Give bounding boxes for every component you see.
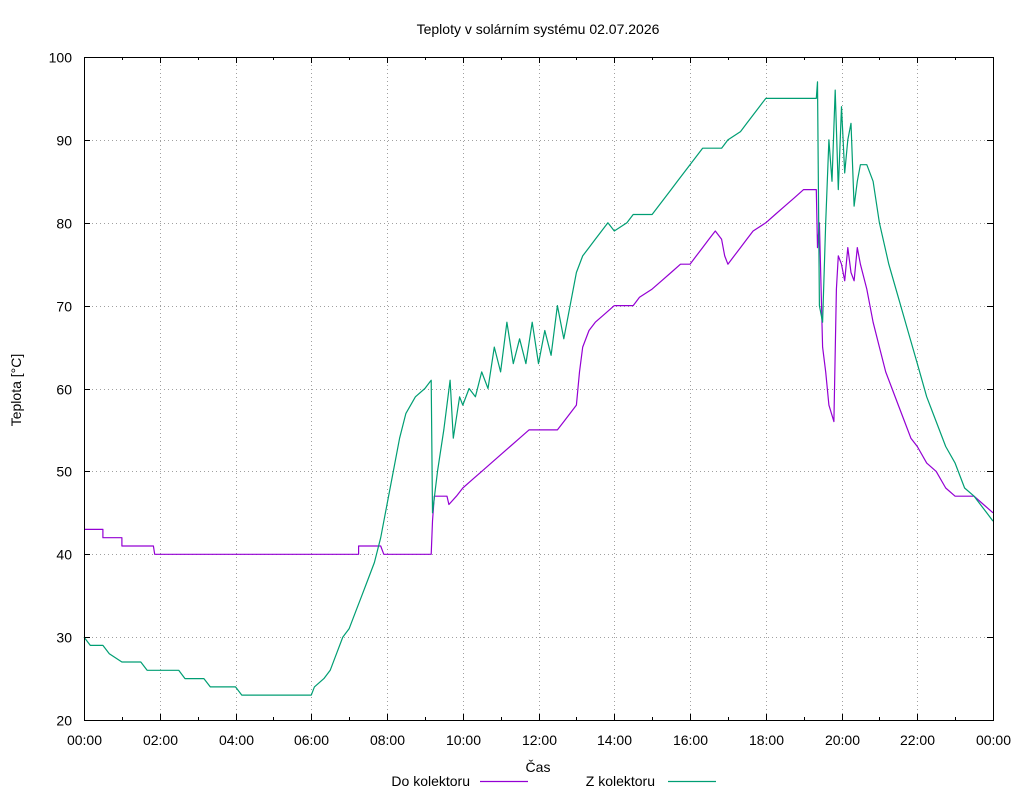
- x-tick-label: 14:00: [597, 732, 632, 748]
- x-tick-label: 10:00: [446, 732, 481, 748]
- y-axis-label: Teplota [°C]: [8, 354, 24, 427]
- x-tick-label: 00:00: [67, 732, 102, 748]
- series-line-z-kolektoru: [83, 81, 994, 696]
- grid-lines: [84, 57, 993, 720]
- y-tick-label: 60: [56, 382, 72, 398]
- x-tick-label: 08:00: [370, 732, 405, 748]
- x-tick-label: 16:00: [673, 732, 708, 748]
- chart-title: Teploty v solárním systému 02.07.2026: [417, 21, 660, 37]
- y-tick-label: 100: [49, 50, 73, 66]
- y-tick-label: 30: [56, 630, 72, 646]
- x-tick-label: 02:00: [143, 732, 178, 748]
- legend-label: Z kolektoru: [586, 773, 655, 789]
- series-line-do-kolektoru: [84, 189, 994, 555]
- y-tick-label: 20: [56, 713, 72, 729]
- x-tick-label: 18:00: [749, 732, 784, 748]
- x-tick-label: 04:00: [219, 732, 254, 748]
- x-tick-label: 06:00: [294, 732, 329, 748]
- y-tick-label: 80: [56, 216, 72, 232]
- y-tick-label: 50: [56, 464, 72, 480]
- series-lines: [83, 81, 994, 696]
- x-tick-label: 12:00: [522, 732, 557, 748]
- y-tick-label: 90: [56, 133, 72, 149]
- legend-label: Do kolektoru: [391, 773, 470, 789]
- legend: Do kolektoru Z kolektoru: [391, 773, 716, 789]
- y-tick-label: 70: [56, 299, 72, 315]
- axis-ticks: [84, 57, 994, 721]
- x-axis-label: Čas: [526, 759, 551, 775]
- x-tick-label: 00:00: [976, 732, 1011, 748]
- y-tick-label: 40: [56, 547, 72, 563]
- x-tick-label: 22:00: [900, 732, 935, 748]
- x-tick-label: 20:00: [825, 732, 860, 748]
- tick-labels: 20 30 40 50 60 70 80 90 100 00:00 02:00 04:00 06:00 0…: [49, 50, 1012, 749]
